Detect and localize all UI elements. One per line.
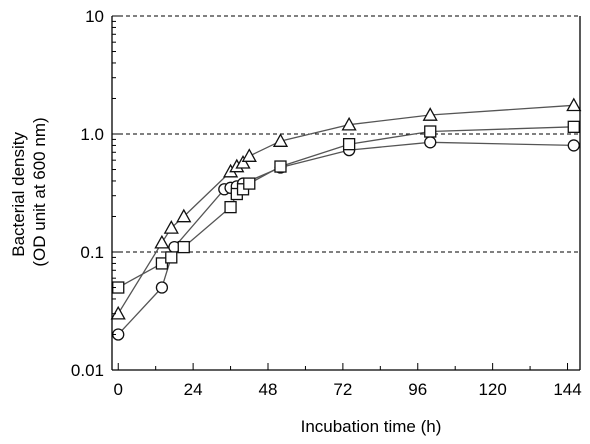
data-point-triangle — [241, 148, 257, 162]
y-tick-label-1: 0.1 — [80, 243, 104, 262]
y-axis-title-line-1: Bacterial density — [9, 132, 28, 257]
axes — [111, 15, 581, 371]
x-tick-label-4: 96 — [408, 380, 427, 399]
grid-lines — [112, 15, 580, 253]
x-tick-label-1: 24 — [184, 380, 203, 399]
tick-labels: 0.01 0.1 1.0 10 0 24 48 72 96 120 144 — [71, 7, 582, 399]
y-axis-title: Bacterial density (OD unit at 600 nm) — [9, 117, 49, 266]
series-group — [110, 97, 582, 341]
data-point-triangle — [341, 116, 357, 131]
data-point-square — [165, 251, 178, 264]
y-tick-label-3: 10 — [85, 7, 104, 26]
y-tick-label-2: 1.0 — [80, 125, 104, 144]
data-point-triangle — [176, 208, 192, 223]
data-point-triangle — [163, 220, 179, 234]
x-axis-title: Incubation time (h) — [301, 417, 442, 436]
data-point-triangle — [154, 234, 170, 249]
x-tick-label-5: 120 — [478, 380, 506, 399]
data-point-square — [243, 177, 256, 190]
data-point-square — [567, 120, 580, 133]
data-point-square — [274, 160, 287, 173]
data-point-circle — [567, 139, 580, 152]
series-line-triangle — [117, 104, 574, 315]
x-tick-label-2: 48 — [259, 380, 278, 399]
data-point-square — [342, 138, 356, 151]
data-point-circle — [155, 281, 169, 294]
y-tick-label-0: 0.01 — [71, 361, 104, 380]
data-point-triangle — [422, 107, 438, 121]
data-point-square — [177, 240, 190, 254]
data-point-triangle — [566, 97, 582, 112]
series-line-circle — [117, 141, 574, 335]
data-point-square — [224, 200, 237, 214]
data-point-circle — [424, 136, 437, 149]
data-point-triangle — [110, 305, 126, 320]
x-tick-label-6: 144 — [553, 380, 581, 399]
data-point-square — [424, 125, 437, 138]
x-tick-label-3: 72 — [333, 380, 352, 399]
x-tick-label-0: 0 — [114, 380, 123, 399]
data-point-triangle — [272, 133, 289, 147]
y-axis-title-line-2: (OD unit at 600 nm) — [30, 117, 49, 266]
data-point-triangle — [235, 154, 251, 169]
